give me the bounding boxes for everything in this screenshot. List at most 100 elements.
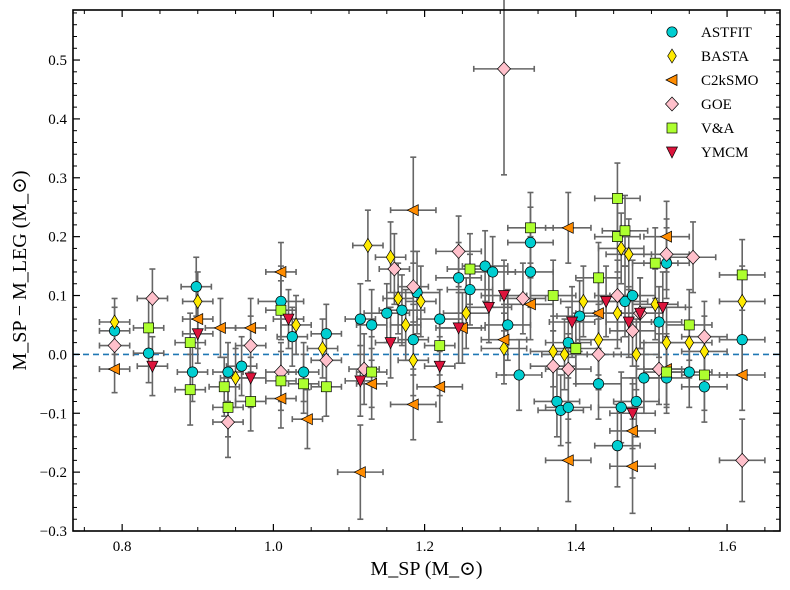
data-point [525,222,536,234]
data-point [631,346,642,363]
y-tick-label: 0.1 [48,289,67,305]
data-point [274,392,287,405]
data-point [107,338,122,354]
x-tick-label: 1.6 [718,539,737,555]
data-point [353,466,366,479]
data-point [145,290,160,306]
data-point [190,281,202,293]
data-point [184,337,196,348]
data-point [186,366,199,378]
y-tick-label: 0.5 [48,53,67,69]
data-point [630,395,642,408]
legend-label: ASTFIT [701,25,752,41]
data-point [143,347,155,359]
data-point [434,340,446,351]
data-point [451,243,466,259]
data-point [408,352,418,368]
data-point [593,272,604,284]
data-point [366,366,378,378]
data-point [625,424,638,437]
data-point [612,193,623,204]
data-point [698,381,710,393]
data-point [222,366,234,378]
data-point [396,304,408,316]
legend-marker [666,26,678,38]
data-point [686,249,701,265]
data-point [298,366,310,378]
data-point [513,369,525,381]
data-point [366,319,378,331]
data-point [482,301,495,315]
data-point [499,340,509,357]
data-point [487,266,499,278]
data-point [434,313,446,325]
legend-entry: V&A [666,121,735,137]
data-point [546,358,561,374]
data-point [697,329,712,345]
data-point [683,366,695,378]
data-point [626,407,639,421]
data-layer [73,0,780,521]
y-axis-title: M_SP − M_LEG (M_⊙) [9,170,31,370]
data-point [432,380,446,393]
data-point [659,230,672,243]
data-point [317,340,328,357]
data-point [387,261,402,277]
x-axis-title: M_SP (M_⊙) [370,558,482,580]
data-point [275,304,287,316]
data-point [612,305,623,321]
data-point [384,337,397,350]
data-point [561,361,576,377]
data-point [578,293,589,310]
data-point [433,360,446,373]
data-point [591,307,604,320]
legend-marker [665,96,679,112]
data-point [523,298,536,311]
data-point [320,328,332,340]
data-point [244,372,257,385]
data-point [236,360,248,372]
data-point [381,307,393,319]
data-point [143,322,154,334]
data-point [699,343,710,360]
data-point [193,293,203,310]
data-point [661,366,672,378]
data-point [600,296,613,309]
legend-marker [665,73,678,87]
data-point [190,313,204,326]
legend-marker [667,48,677,64]
data-point [461,305,471,321]
data-point [291,317,301,333]
legend: ASTFIT BASTA C2kSMO GOE V&A YMCM [665,25,759,161]
data-point [611,440,623,452]
data-point [406,204,419,217]
data-point [548,343,558,360]
series-astfit [109,236,748,452]
y-tick-label: −0.1 [40,406,67,422]
data-point [109,314,120,330]
data-point [319,352,334,368]
legend-entry: ASTFIT [666,25,752,41]
legend-label: BASTA [701,49,749,65]
y-tick-label: 0.3 [48,171,67,187]
data-point [452,322,465,335]
data-point [274,265,287,279]
data-point [592,378,605,390]
data-point [282,313,295,326]
data-point [221,414,235,430]
data-point [502,319,514,331]
data-point [736,269,748,281]
data-point [610,288,625,304]
legend-label: C2kSMO [701,73,759,89]
data-point [653,316,665,328]
legend-entry: YMCM [665,145,749,161]
legend-label: YMCM [701,145,749,161]
data-point [464,263,476,275]
data-point [363,237,373,254]
data-point [245,396,257,407]
data-point [735,368,748,382]
data-point [298,378,309,390]
data-point [320,381,332,393]
plot-frame [72,9,781,532]
